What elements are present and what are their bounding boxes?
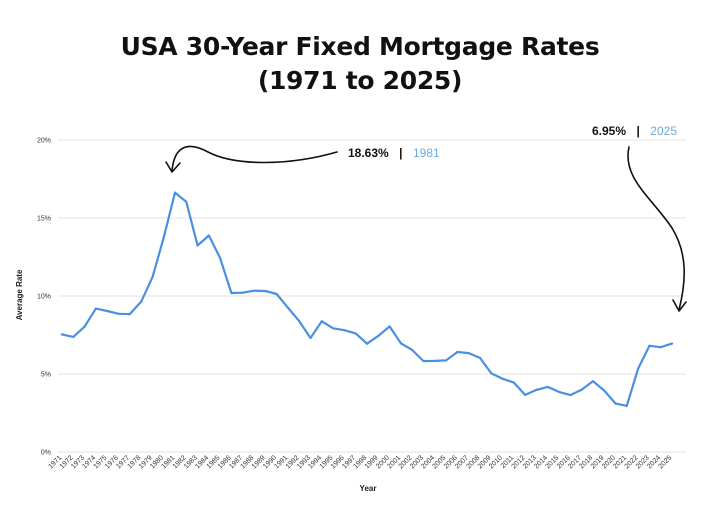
data-point [580,388,583,391]
data-point [94,307,97,310]
annotation-arrow-1981 [171,145,338,172]
data-point [128,312,131,316]
chart-title-line-2: (1971 to 2025) [257,66,463,95]
data-point [388,325,391,328]
annotation-2025: 6.95% | 2025 [592,122,677,139]
data-point [490,372,493,375]
x-tick-label: 2025 [657,454,673,470]
data-point [185,200,188,203]
data-point [444,359,448,362]
data-point [670,342,674,345]
grid-lines [58,139,686,453]
data-point [320,320,323,323]
chart-title-line-1: USA 30-Year Fixed Mortgage Rates [120,32,600,61]
data-point [614,402,617,405]
y-tick-label: 0% [41,450,51,457]
data-point [422,359,425,363]
data-point [433,359,436,362]
data-point [309,336,312,340]
data-point [106,309,109,313]
data-point [456,350,459,354]
data-point [648,344,651,347]
data-point [625,404,628,407]
annotation-arrowhead-1981 [165,161,181,173]
data-point [546,385,549,389]
data-point [241,291,244,294]
annotation-arrow-2025 [627,146,685,311]
y-axis-label: Average Rate [15,269,24,320]
annotation-1981-year: 1981 [413,146,440,160]
data-point [298,320,301,323]
data-point [535,388,538,392]
data-point [151,276,154,279]
data-point [343,329,346,332]
data-point [252,289,256,292]
data-point [219,256,222,260]
annotation-arrowhead-2025 [672,299,687,312]
data-point [591,380,595,383]
data-point [365,342,369,345]
data-point [637,367,640,370]
data-point [467,351,470,355]
data-point [83,325,86,328]
data-point [139,300,143,303]
annotation-1981-value: 18.63% [348,146,389,160]
data-point [275,292,278,296]
annotation-2025-year: 2025 [650,124,677,138]
data-point [173,191,177,194]
data-point [60,333,64,336]
data-point [399,342,402,345]
annotation-1981-separator: | [399,146,402,160]
data-point [557,390,561,394]
data-point [332,327,335,330]
data-point [264,289,267,293]
chart-title: USA 30-Year Fixed Mortgage Rates (1971 t… [0,30,720,98]
data-point [501,377,504,380]
annotation-2025-value: 6.95% [592,124,626,138]
data-point [411,348,414,352]
data-point [478,356,482,360]
x-axis-label: Year [360,484,377,493]
data-point [569,393,572,397]
data-point [659,346,662,349]
data-point [524,393,527,397]
data-points [60,191,674,407]
x-axis-ticks: 1971197219731974197519761977197819791980… [47,454,673,470]
data-point [230,291,233,295]
data-point [162,236,165,239]
data-point [286,306,290,309]
annotation-2025-separator: | [636,124,639,138]
y-tick-label: 10% [37,294,51,301]
y-tick-label: 20% [37,138,51,145]
data-point [512,381,515,384]
data-point [117,312,120,315]
data-point [354,332,357,335]
y-tick-label: 15% [37,216,51,223]
data-point [207,234,210,237]
y-tick-label: 5% [41,372,51,379]
annotation-1981: 18.63% | 1981 [348,144,440,161]
data-point [72,335,75,338]
data-point [196,244,199,247]
data-point [377,334,380,338]
data-point [603,389,606,392]
y-axis-ticks: 0% 5% 10% 15% 20% [37,138,51,457]
